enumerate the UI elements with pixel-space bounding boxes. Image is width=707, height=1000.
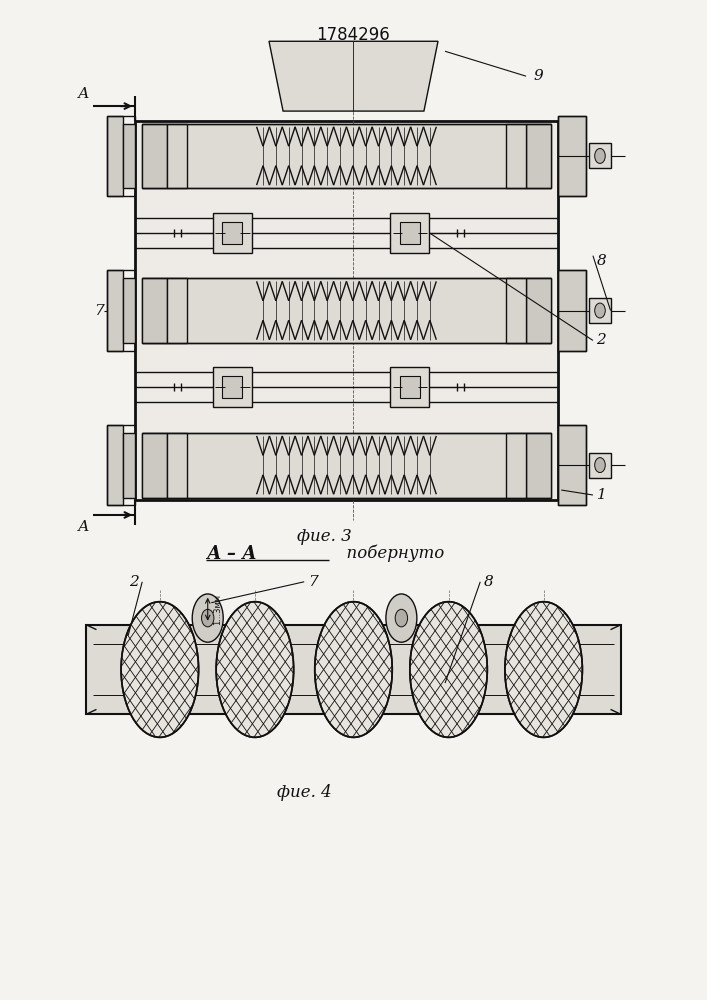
Bar xyxy=(590,453,611,478)
Bar xyxy=(135,121,558,500)
Bar xyxy=(213,367,252,407)
Bar xyxy=(506,433,526,498)
Ellipse shape xyxy=(121,602,199,737)
Ellipse shape xyxy=(595,458,605,473)
Bar xyxy=(390,367,429,407)
Bar xyxy=(558,425,586,505)
Polygon shape xyxy=(269,41,438,111)
Bar xyxy=(142,278,167,343)
Bar xyxy=(558,425,586,505)
Bar xyxy=(399,222,420,244)
Bar xyxy=(590,298,611,323)
Bar xyxy=(506,278,526,343)
Bar xyxy=(526,124,551,188)
Text: 8: 8 xyxy=(597,254,606,268)
Bar xyxy=(122,433,135,498)
Ellipse shape xyxy=(395,609,407,627)
Text: 7: 7 xyxy=(94,304,103,318)
Bar xyxy=(558,116,586,196)
Text: 1: 1 xyxy=(597,488,606,502)
Bar xyxy=(213,213,252,253)
Ellipse shape xyxy=(192,594,223,642)
Bar xyxy=(167,433,187,498)
Bar xyxy=(558,116,586,196)
Text: 9: 9 xyxy=(533,69,543,83)
Bar xyxy=(142,433,167,498)
Ellipse shape xyxy=(201,609,214,627)
Text: 7: 7 xyxy=(308,575,317,589)
Bar xyxy=(558,270,586,351)
Ellipse shape xyxy=(386,594,417,642)
Text: А: А xyxy=(78,87,89,101)
Bar xyxy=(526,433,551,498)
Bar xyxy=(86,625,621,714)
Text: А: А xyxy=(78,520,89,534)
Ellipse shape xyxy=(216,602,293,737)
Bar xyxy=(142,278,551,343)
Text: 1...3мм: 1...3мм xyxy=(214,594,223,625)
Bar xyxy=(107,116,122,196)
Ellipse shape xyxy=(315,602,392,737)
Bar xyxy=(107,425,135,505)
Bar xyxy=(222,376,243,398)
Bar xyxy=(107,116,135,196)
Bar xyxy=(142,433,551,498)
Text: А – А: А – А xyxy=(206,545,257,563)
Bar xyxy=(167,124,187,188)
Bar xyxy=(142,124,167,188)
Text: 2: 2 xyxy=(597,333,606,347)
Bar xyxy=(122,278,135,343)
Bar xyxy=(399,376,420,398)
Ellipse shape xyxy=(595,148,605,163)
Text: 2: 2 xyxy=(129,575,139,589)
Ellipse shape xyxy=(410,602,487,737)
Text: 1784296: 1784296 xyxy=(317,26,390,44)
Bar xyxy=(390,213,429,253)
Text: фие. 4: фие. 4 xyxy=(277,784,332,801)
Bar xyxy=(558,270,586,351)
Bar xyxy=(526,278,551,343)
Bar xyxy=(167,278,187,343)
Text: фие. 3: фие. 3 xyxy=(297,528,352,545)
Bar xyxy=(107,425,122,505)
Bar xyxy=(590,143,611,168)
Text: побернуто: побернуто xyxy=(336,545,444,562)
Ellipse shape xyxy=(595,303,605,318)
Bar xyxy=(142,124,551,188)
Bar xyxy=(107,270,122,351)
Ellipse shape xyxy=(505,602,583,737)
Text: 8: 8 xyxy=(484,575,493,589)
Bar xyxy=(222,222,243,244)
Bar xyxy=(122,124,135,188)
Bar xyxy=(506,124,526,188)
Bar xyxy=(107,270,135,351)
